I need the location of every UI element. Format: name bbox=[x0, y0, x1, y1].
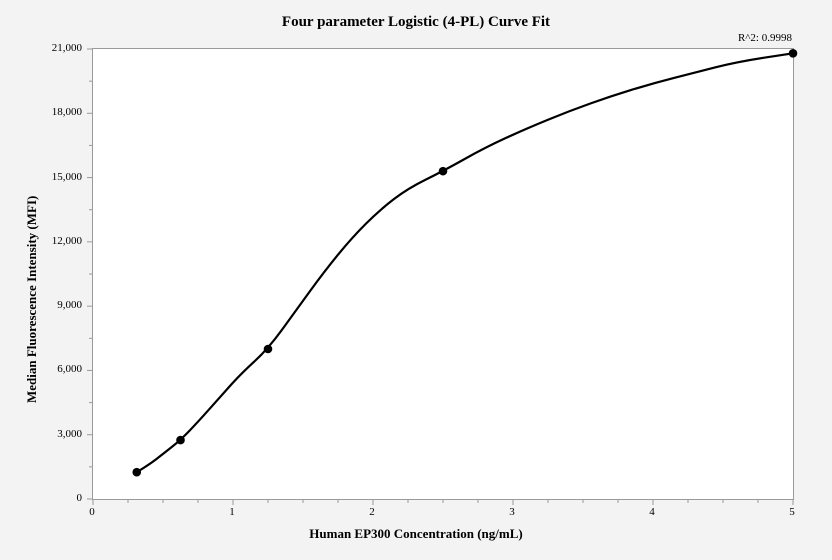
y-tick-label: 0 bbox=[77, 492, 83, 504]
x-tick-label: 5 bbox=[789, 506, 795, 518]
data-point-marker bbox=[132, 468, 141, 477]
x-tick-label: 4 bbox=[649, 506, 655, 518]
y-tick-label: 15,000 bbox=[52, 171, 82, 183]
plot-area bbox=[92, 48, 794, 500]
curve-line bbox=[135, 53, 793, 473]
y-tick-label: 3,000 bbox=[57, 428, 82, 440]
data-point-marker bbox=[264, 345, 273, 354]
x-tick-label: 2 bbox=[369, 506, 375, 518]
chart-container: Four parameter Logistic (4-PL) Curve Fit… bbox=[0, 0, 832, 560]
data-point-marker bbox=[439, 167, 448, 176]
marker-layer bbox=[132, 49, 797, 477]
y-tick-label: 9,000 bbox=[57, 299, 82, 311]
x-tick-label: 1 bbox=[229, 506, 235, 518]
y-tick-label: 18,000 bbox=[52, 106, 82, 118]
x-axis-label: Human EP300 Concentration (ng/mL) bbox=[0, 526, 832, 542]
r-squared-label: R^2: 0.9998 bbox=[738, 32, 792, 44]
data-point-marker bbox=[176, 436, 185, 445]
y-tick-label: 12,000 bbox=[52, 235, 82, 247]
y-axis-label: Median Fluorescence Intensity (MFI) bbox=[24, 196, 40, 403]
data-point-marker bbox=[789, 49, 798, 58]
y-tick-label: 6,000 bbox=[57, 363, 82, 375]
chart-title: Four parameter Logistic (4-PL) Curve Fit bbox=[0, 14, 832, 31]
x-tick-label: 0 bbox=[89, 506, 95, 518]
tick-layer bbox=[87, 49, 793, 505]
x-tick-label: 3 bbox=[509, 506, 515, 518]
y-tick-label: 21,000 bbox=[52, 42, 82, 54]
chart-svg bbox=[93, 49, 793, 499]
